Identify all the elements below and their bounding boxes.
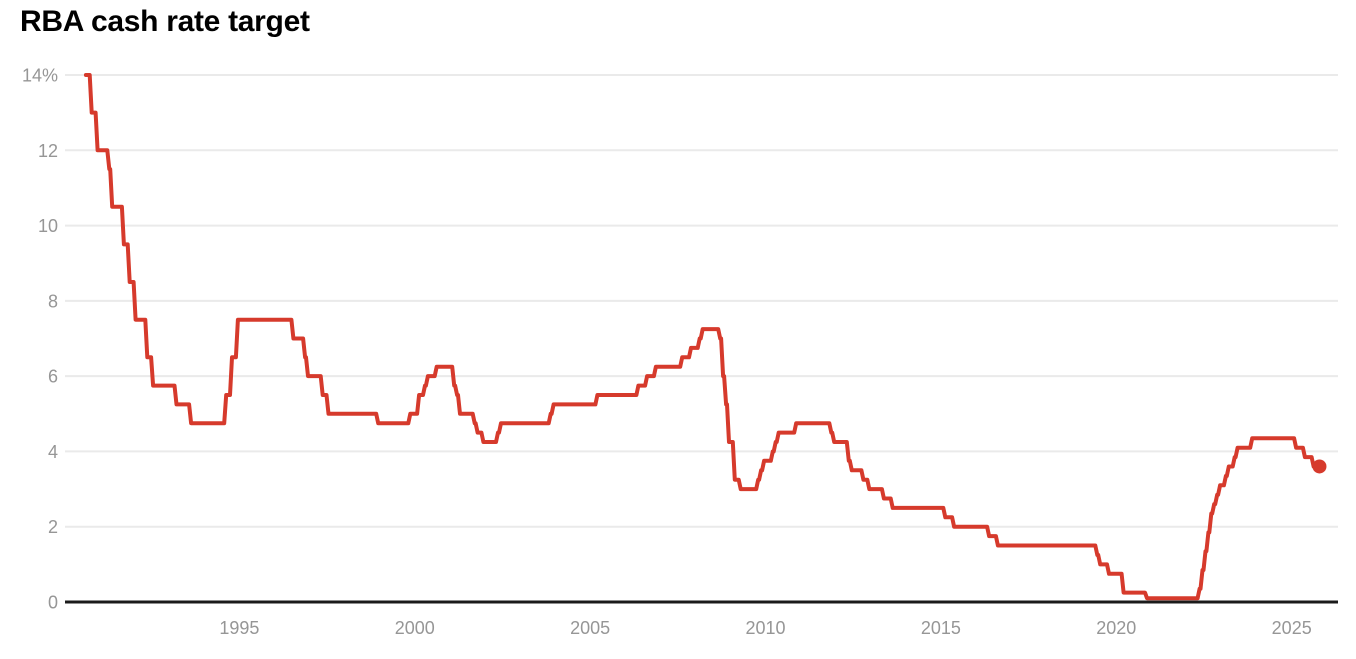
latest-value-dot	[1312, 459, 1327, 474]
y-tick-label: 6	[48, 367, 58, 387]
y-tick-label: 14%	[22, 66, 58, 86]
y-tick-label: 10	[38, 216, 58, 236]
x-tick-label: 2000	[395, 618, 435, 638]
x-tick-label: 1995	[219, 618, 259, 638]
x-tick-label: 2025	[1272, 618, 1312, 638]
y-tick-label: 0	[48, 593, 58, 613]
y-tick-label: 2	[48, 517, 58, 537]
x-tick-label: 2020	[1096, 618, 1136, 638]
x-tick-label: 2010	[745, 618, 785, 638]
rate-line	[83, 73, 1322, 601]
y-tick-label: 4	[48, 442, 58, 462]
x-tick-label: 2005	[570, 618, 610, 638]
y-tick-label: 12	[38, 141, 58, 161]
x-tick-label: 2015	[921, 618, 961, 638]
y-tick-label: 8	[48, 291, 58, 311]
chart-title: RBA cash rate target	[20, 5, 310, 38]
